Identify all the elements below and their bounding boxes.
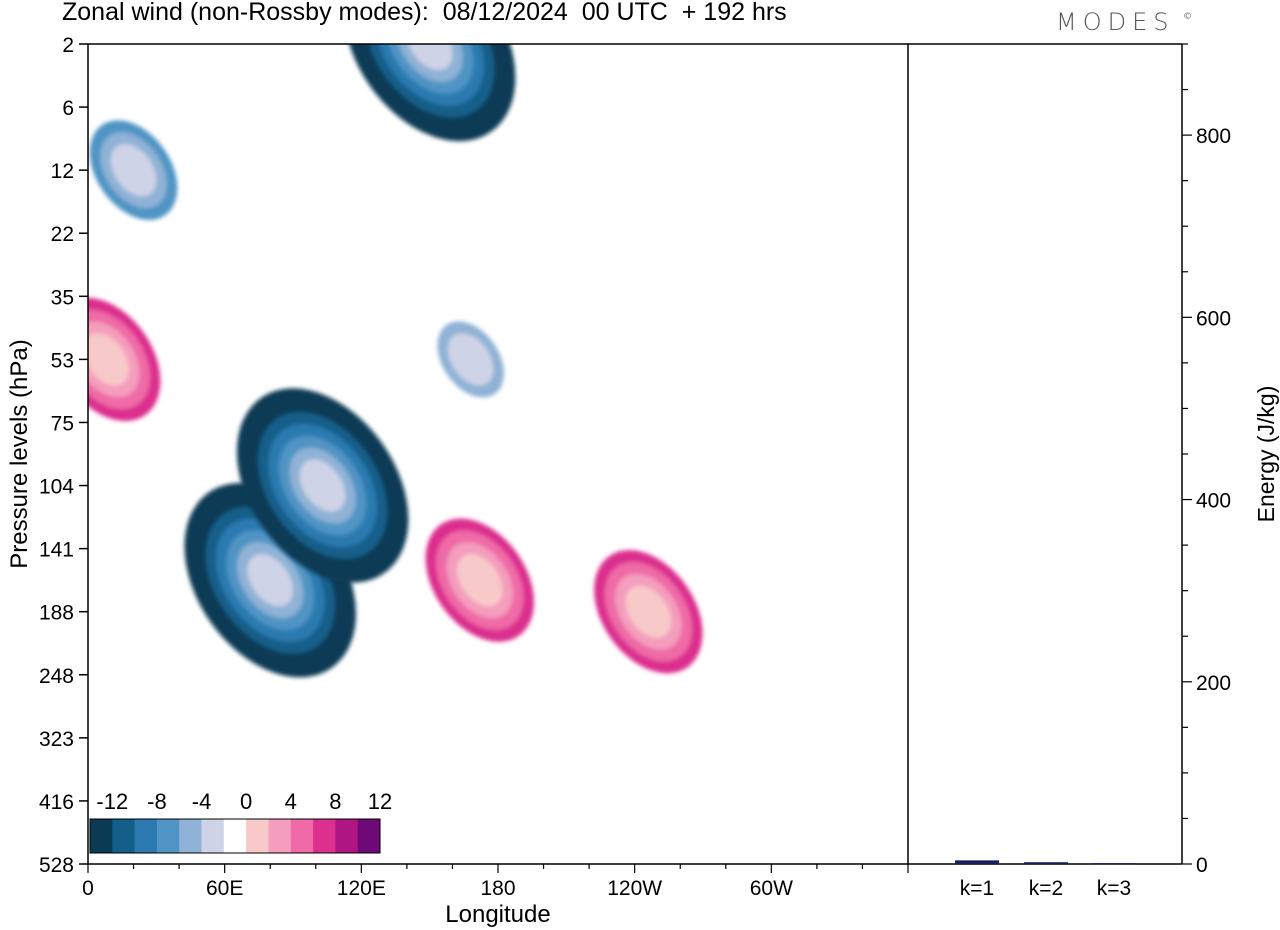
- colorbar-swatch: [223, 819, 247, 853]
- chart-title: Zonal wind (non-Rossby modes): 08/12/202…: [62, 0, 787, 26]
- x-tick-label: 120W: [607, 877, 662, 900]
- y-tick-label: 141: [39, 539, 74, 562]
- y-tick-label: 75: [51, 412, 74, 435]
- left-axis: 2 6 12 22 35 53 75 104 141 188 248 323 416 528: [39, 34, 88, 877]
- energy-axis-label: Energy (J/kg): [1253, 386, 1279, 523]
- wind-anomaly-region: [88, 297, 161, 422]
- x-axis-label: Longitude: [445, 901, 550, 928]
- x-tick-label: 0: [82, 877, 94, 900]
- y-tick-label: 416: [39, 791, 74, 814]
- wind-anomaly-region: [437, 321, 504, 398]
- x-tick-label: 60W: [750, 877, 793, 900]
- colorbar-swatch: [357, 819, 381, 853]
- energy-category-label: k=3: [1097, 877, 1131, 900]
- modes-logo: MODES: [1056, 8, 1175, 36]
- colorbar-swatch: [90, 819, 113, 853]
- y-tick-label: 35: [51, 286, 74, 309]
- x-tick-label: 60E: [206, 877, 243, 900]
- colorbar-swatch: [268, 819, 292, 853]
- y-tick-label: 528: [39, 854, 74, 877]
- x-tick-label: 180: [480, 877, 515, 900]
- colorbar: -12 -8 -4 0 4 8 12: [89, 789, 392, 854]
- colorbar-swatch: [179, 819, 203, 853]
- logo-copyright-mark: ©: [1183, 12, 1192, 22]
- colorbar-swatch: [134, 819, 158, 853]
- wind-field-contours: [88, 44, 703, 678]
- colorbar-swatch: [156, 819, 180, 853]
- energy-bar: [1092, 863, 1136, 865]
- energy-tick-label: 800: [1196, 125, 1231, 148]
- colorbar-swatch: [201, 819, 225, 853]
- wind-anomaly-region: [236, 388, 409, 583]
- colorbar-label: 8: [329, 789, 341, 814]
- colorbar-label: 12: [368, 789, 392, 814]
- y-tick-label: 6: [62, 97, 74, 120]
- energy-bar-chart: 0 200 400 600 800 k=1 k=2 k=3: [908, 43, 1231, 900]
- colorbar-swatch: [290, 819, 314, 853]
- energy-bar: [1024, 862, 1068, 864]
- y-tick-label: 2: [62, 34, 74, 57]
- energy-tick-label: 200: [1196, 672, 1231, 695]
- energy-category-label: k=2: [1029, 877, 1063, 900]
- x-tick-label: 120E: [337, 877, 386, 900]
- colorbar-label: -8: [147, 789, 167, 814]
- colorbar-label: 0: [240, 789, 252, 814]
- y-tick-label: 104: [39, 476, 74, 499]
- energy-tick-label: 400: [1196, 490, 1231, 513]
- y-tick-label: 188: [39, 602, 74, 625]
- energy-category-label: k=1: [960, 877, 994, 900]
- wind-anomaly-region: [89, 120, 178, 220]
- y-axis-label: Pressure levels (hPa): [6, 339, 33, 568]
- wind-anomaly-region: [343, 44, 516, 142]
- colorbar-swatch: [112, 819, 136, 853]
- wind-anomaly-region: [425, 518, 535, 642]
- energy-tick-label: 600: [1196, 307, 1231, 330]
- colorbar-label: 4: [285, 789, 297, 814]
- colorbar-label: -4: [192, 789, 212, 814]
- bottom-axis: 0 60E 120E 180 120W 60W: [82, 864, 909, 900]
- colorbar-swatch: [246, 819, 269, 853]
- energy-tick-label: 0: [1196, 854, 1208, 877]
- y-tick-label: 248: [39, 665, 74, 688]
- y-tick-label: 53: [51, 349, 74, 372]
- y-tick-label: 22: [51, 223, 74, 246]
- y-tick-label: 12: [51, 160, 74, 183]
- y-tick-label: 323: [39, 728, 74, 751]
- colorbar-swatch: [313, 819, 336, 853]
- heatmap-frame: [87, 43, 909, 865]
- colorbar-swatch: [335, 819, 359, 853]
- colorbar-label: -12: [96, 789, 128, 814]
- energy-bar: [955, 860, 999, 864]
- wind-anomaly-region: [594, 550, 703, 674]
- colorbar-frame: [89, 818, 381, 854]
